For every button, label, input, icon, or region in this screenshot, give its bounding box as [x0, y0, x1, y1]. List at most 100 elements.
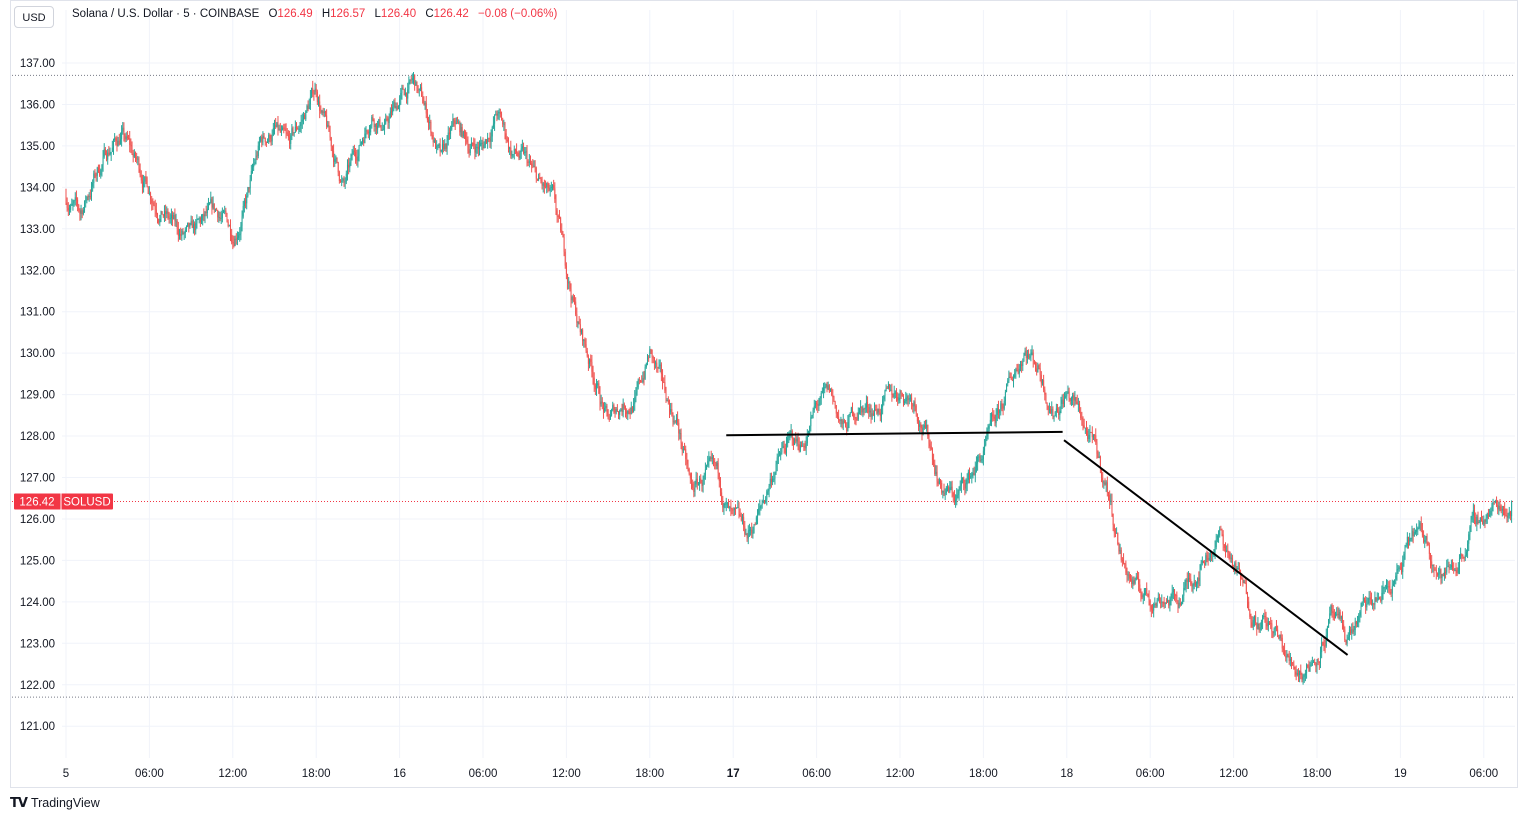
candle-body [940, 479, 942, 484]
candle-body [1337, 613, 1339, 615]
candle-body [664, 382, 666, 391]
candle-body [615, 408, 617, 413]
candle-body [1421, 530, 1423, 536]
candle-body [324, 111, 326, 116]
candle-body [975, 463, 977, 468]
candle-body [348, 164, 350, 168]
time-axis[interactable]: 5 06:00 12:00 18:00 16 06:00 12:00 18:00 17 06:00… [63, 768, 1498, 780]
candle-body [733, 507, 735, 510]
tradingview-watermark[interactable]: 𝗧𝗩 TradingView [10, 795, 100, 811]
candle-body [1380, 599, 1382, 601]
descending-trend-line[interactable] [1063, 439, 1349, 656]
candle-body [997, 408, 999, 413]
candle-body [88, 196, 90, 198]
candle-body [533, 166, 535, 168]
candle-body [454, 120, 456, 124]
candle-body [638, 379, 640, 381]
candle-body [1044, 389, 1046, 395]
candle-body [177, 228, 179, 236]
time-tick-label: 06:00 [469, 768, 498, 780]
candle-body [1397, 568, 1399, 570]
candle-body [1057, 408, 1059, 412]
candle-body [582, 329, 584, 342]
candle-body [936, 471, 938, 482]
candle-body [887, 384, 889, 388]
candle-body [1251, 622, 1253, 627]
candle-body [1493, 502, 1495, 504]
candle-body [1242, 578, 1244, 584]
candle-body [1406, 536, 1408, 546]
candle-body [1068, 391, 1070, 399]
candle-body [882, 399, 884, 407]
candle-body [528, 161, 530, 163]
candle-body [1162, 601, 1164, 603]
candle-body [1038, 365, 1040, 369]
candle-body [1338, 611, 1340, 615]
candle-body [1108, 492, 1109, 496]
currency-button[interactable]: USD [14, 6, 54, 28]
candle-body [735, 507, 737, 509]
candle-body [1035, 364, 1037, 369]
candle-body [928, 435, 930, 444]
candle-body [657, 367, 659, 369]
candle-body [1177, 600, 1179, 609]
horizontal-trend-line[interactable] [726, 430, 1063, 437]
candle-body [1374, 597, 1376, 605]
candle-body [681, 443, 683, 451]
candle-body [1156, 600, 1158, 607]
candle-body [1272, 631, 1274, 634]
candle-body [1260, 621, 1262, 628]
candle-body [1500, 506, 1502, 511]
candle-body [185, 226, 187, 230]
candle-body [1294, 669, 1296, 672]
candle-body [842, 420, 844, 424]
candle-body [913, 401, 915, 407]
candle-body [165, 211, 167, 214]
candle-body [1205, 555, 1207, 565]
candle-body [777, 455, 779, 458]
candle-body [481, 142, 483, 144]
candle-body [525, 151, 527, 153]
candle-body [1054, 412, 1056, 417]
candle-body [89, 196, 91, 198]
candle-body [367, 131, 369, 134]
candle-body [360, 141, 362, 145]
candle-body [227, 221, 229, 226]
candle-body [942, 491, 944, 493]
candle-body [769, 478, 771, 487]
candle-body [577, 321, 579, 323]
candle-body [1171, 591, 1173, 599]
candle-body [707, 461, 709, 466]
candle-body [1154, 604, 1156, 606]
chart-pane[interactable] [10, 0, 1518, 788]
candle-body [878, 409, 880, 413]
candle-body [1331, 605, 1333, 612]
candle-body [1420, 523, 1422, 531]
candle-body [567, 273, 569, 283]
candle-body [1196, 583, 1198, 586]
candle-body [351, 154, 353, 156]
candle-body [507, 140, 509, 149]
candle-body [977, 457, 979, 464]
candle-body [1477, 516, 1479, 523]
candle-body [443, 143, 445, 150]
price-axis[interactable]: 121.00 122.00 123.00 124.00 125.00 126.00 127.… [20, 58, 55, 733]
candle-body [986, 433, 988, 437]
candle-body [853, 413, 855, 418]
drawing-tools[interactable] [726, 430, 1349, 656]
candle-body [775, 464, 777, 473]
candle-body [596, 385, 598, 390]
candle-body [1101, 468, 1103, 478]
candle-body [562, 234, 564, 238]
candle-body [1247, 593, 1248, 602]
candle-body [139, 168, 141, 176]
candle-body [311, 88, 313, 97]
candle-body [462, 131, 464, 137]
candle-body [1416, 529, 1418, 532]
candle-body [1377, 597, 1379, 599]
candle-body [1399, 567, 1401, 569]
candle-body [858, 407, 860, 413]
candle-body [619, 410, 621, 415]
candle-body [1464, 555, 1466, 558]
